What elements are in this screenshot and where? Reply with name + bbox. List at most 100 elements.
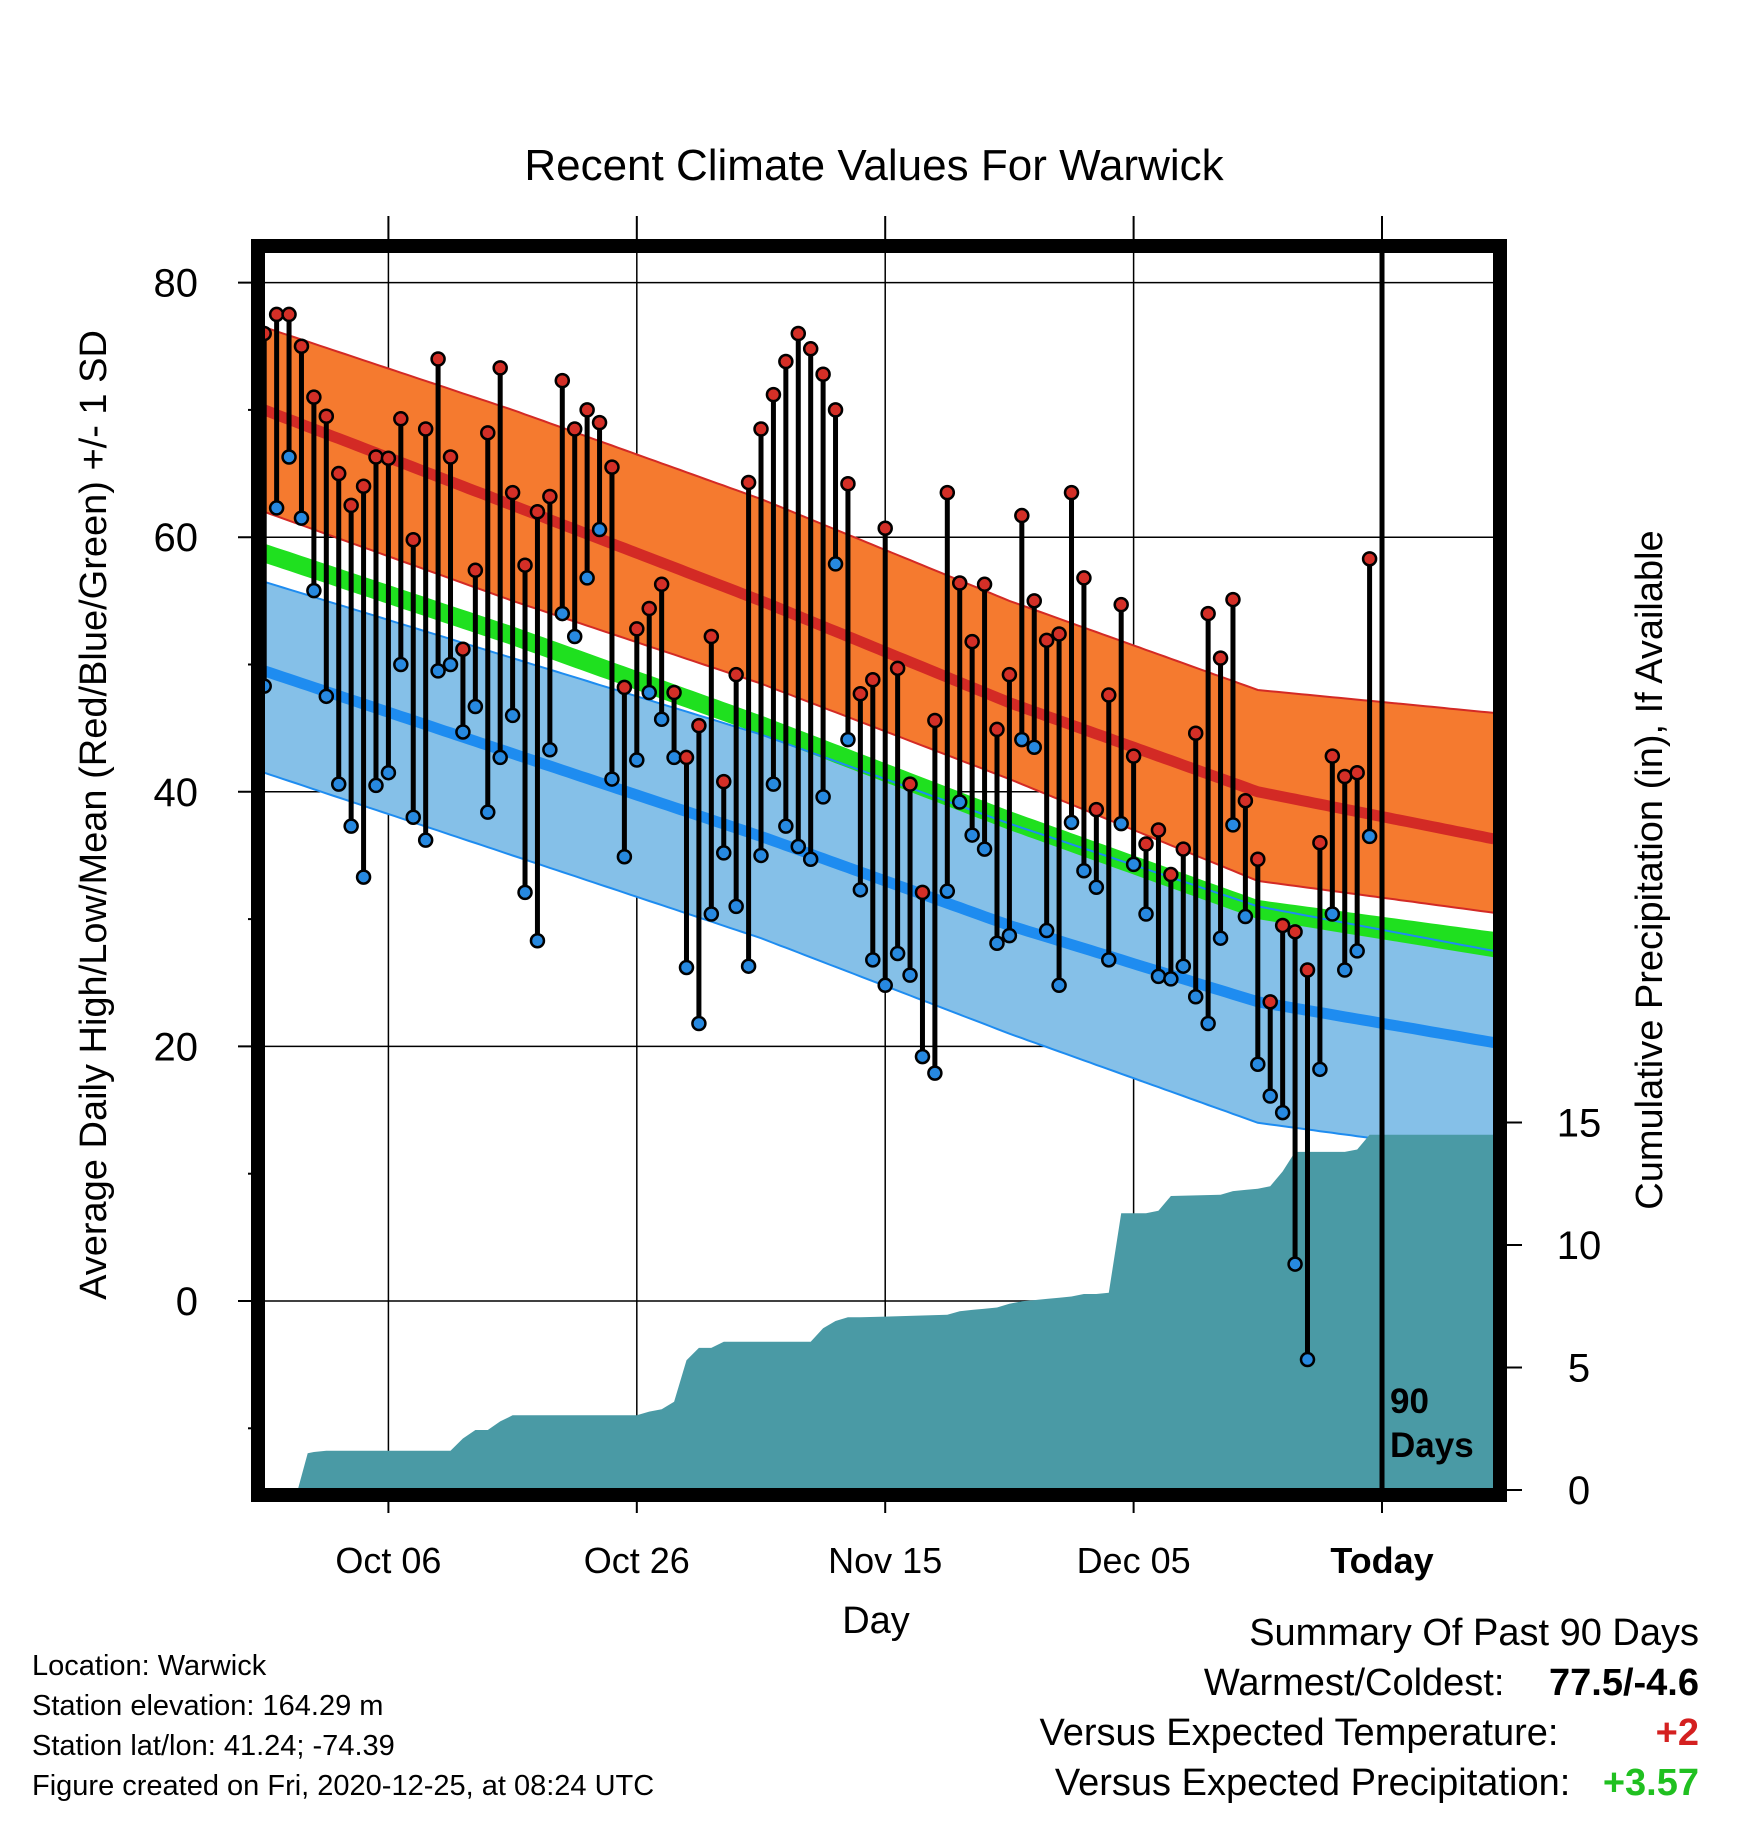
y-tick-label: 60 (154, 516, 199, 560)
daily-low-point (927, 1065, 943, 1081)
daily-high-point (989, 721, 1005, 738)
daily-low-point (865, 952, 881, 968)
daily-low-point (616, 848, 633, 865)
daily-low-point (566, 628, 583, 645)
daily-low-point (678, 959, 695, 976)
daily-high-point (1113, 596, 1129, 613)
x-tick-label: Oct 06 (335, 1540, 441, 1581)
daily-high-point (281, 306, 297, 323)
normal-high-mean-line (262, 404, 1495, 845)
daily-high-point (268, 306, 285, 323)
daily-high-point (517, 557, 533, 573)
daily-high-point (1349, 764, 1365, 781)
daily-low-point (1250, 1056, 1266, 1072)
daily-high-point (579, 402, 595, 418)
daily-low-point (802, 851, 819, 868)
daily-low-point (604, 771, 620, 787)
plot-area: 90 Days (258, 246, 1500, 1495)
daily-high-point (852, 686, 869, 702)
y2-tick-label: 0 (1568, 1469, 1590, 1513)
daily-low-point (442, 656, 459, 673)
daily-low-point (492, 749, 508, 766)
daily-low-point (579, 570, 595, 586)
daily-high-point (666, 684, 682, 701)
daily-high-point (865, 672, 881, 688)
daily-low-point (417, 832, 434, 848)
daily-high-point (343, 497, 359, 514)
daily-high-point (716, 773, 732, 790)
daily-high-point (1088, 801, 1105, 818)
daily-low-point (1088, 879, 1105, 896)
daily-low-point (1187, 989, 1204, 1005)
daily-high-point (840, 475, 856, 492)
daily-high-point (442, 449, 459, 465)
daily-low-point (740, 958, 757, 974)
daily-high-point (566, 421, 583, 437)
y2-tick-label: 5 (1568, 1347, 1590, 1391)
daily-high-point (542, 488, 558, 505)
daily-high-point (355, 478, 372, 495)
daily-low-point (815, 789, 831, 805)
y-tick-label: 0 (176, 1280, 198, 1324)
precip-area (264, 1134, 1494, 1490)
daily-low-point (629, 752, 645, 768)
daily-high-point (1125, 748, 1142, 764)
daily-high-point (1138, 836, 1154, 852)
x-axis-title: Day (842, 1600, 910, 1642)
daily-high-point (939, 484, 956, 501)
daily-high-point (889, 660, 906, 677)
daily-low-point (393, 656, 409, 673)
daily-low-point (1063, 814, 1080, 831)
daily-low-point (666, 749, 682, 766)
daily-low-point (281, 449, 297, 465)
daily-low-point (1150, 968, 1167, 985)
daily-high-point (976, 576, 993, 593)
daily-high-point (529, 503, 546, 520)
daily-high-point (1101, 687, 1117, 703)
daily-high-point (380, 450, 397, 467)
daily-low-point (1076, 862, 1092, 879)
x-tick-label-today: Today (1330, 1540, 1433, 1581)
daily-low-point (1125, 856, 1142, 873)
daily-low-point (1274, 1104, 1291, 1121)
daily-low-point (1051, 977, 1067, 994)
daily-low-point (1038, 922, 1055, 939)
daily-high-point (368, 449, 384, 465)
daily-high-point (1038, 632, 1055, 649)
daily-high-point (653, 576, 670, 593)
daily-high-point (1001, 666, 1018, 683)
daily-high-point (1212, 650, 1229, 666)
precip-vs-expected-value: +3.57 (1602, 1762, 1699, 1804)
y2-tick-label: 15 (1557, 1102, 1602, 1146)
normal-high-lower-line (263, 510, 1494, 914)
daily-low-point (1312, 1061, 1328, 1078)
daily-low-point (455, 724, 471, 740)
daily-high-point (641, 600, 657, 617)
daily-low-point (343, 818, 359, 834)
daily-high-point (1026, 593, 1042, 609)
daily-low-point (1101, 952, 1117, 968)
daily-high-point (765, 386, 782, 403)
daily-high-point (554, 372, 571, 389)
daily-low-point (268, 500, 285, 516)
daily-low-point (778, 818, 794, 834)
daily-low-point (1175, 958, 1192, 974)
daily-high-point (927, 712, 943, 729)
daily-low-point (1001, 927, 1018, 944)
today-days-label-line: Days (1390, 1426, 1474, 1465)
daily-high-point (703, 628, 720, 645)
daily-high-point (1274, 917, 1291, 934)
normal-low-band (264, 581, 1494, 1155)
daily-low-point (827, 556, 844, 572)
daily-low-point (318, 688, 335, 705)
y2-tick-label: 10 (1557, 1224, 1602, 1268)
y-axis-title: Average Daily High/Low/Mean (Red/Blue/Gr… (73, 330, 115, 1300)
precip-vs-expected-row: Versus Expected Precipitation: +3.57 (1040, 1762, 1699, 1812)
precip-vs-expected-label: Versus Expected Precipitation: (1054, 1762, 1571, 1804)
daily-low-point (1200, 1015, 1216, 1032)
y-tick-label: 80 (154, 262, 199, 306)
daily-high-point (417, 421, 434, 437)
chart-title: Recent Climate Values For Warwick (524, 141, 1224, 190)
plot-frame (251, 239, 1507, 1502)
